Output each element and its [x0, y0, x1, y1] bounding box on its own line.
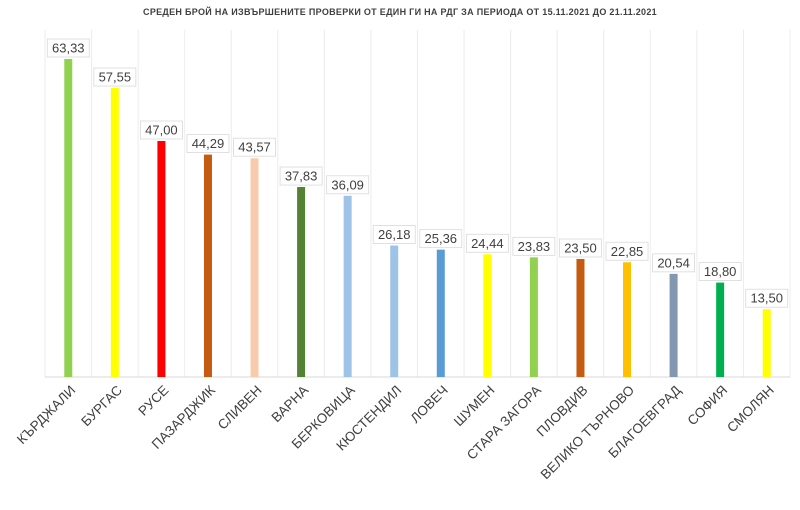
svg-text:23,83: 23,83 [518, 239, 551, 254]
bar [483, 254, 492, 377]
data-labels: 63,33 57,55 47,00 44,29 43,57 37,83 36,09 26,18… [46, 38, 789, 308]
svg-text:47,00: 47,00 [145, 122, 178, 137]
bar [529, 257, 538, 377]
bar [436, 249, 445, 377]
svg-text:20,54: 20,54 [657, 255, 690, 270]
data-label: 43,57 [233, 137, 276, 157]
bar [203, 154, 212, 377]
data-label: 36,09 [326, 175, 370, 195]
data-label: 47,00 [140, 120, 183, 140]
bar [762, 309, 771, 377]
svg-text:57,55: 57,55 [99, 70, 132, 85]
data-label: 26,18 [372, 225, 416, 244]
category-label: РУСЕ [135, 383, 171, 419]
svg-text:43,57: 43,57 [238, 140, 271, 155]
bar [250, 158, 259, 377]
data-label: 25,36 [419, 229, 463, 249]
bar [669, 273, 678, 377]
category-label: ШУМЕН [451, 383, 498, 430]
bar [623, 262, 632, 377]
bar [390, 245, 399, 377]
svg-text:37,83: 37,83 [285, 169, 318, 184]
data-label: 57,55 [93, 67, 137, 87]
svg-text:22,85: 22,85 [611, 244, 644, 259]
data-label: 13,50 [745, 288, 789, 308]
svg-text:25,36: 25,36 [425, 231, 458, 246]
svg-text:24,44: 24,44 [471, 236, 504, 251]
data-label: 24,44 [465, 233, 509, 253]
data-label: 22,85 [605, 241, 649, 261]
category-label: СОФИЯ [685, 383, 731, 429]
svg-text:23,50: 23,50 [564, 240, 597, 255]
svg-text:18,80: 18,80 [704, 264, 737, 279]
category-label: ВАРНА [269, 383, 312, 426]
data-label: 23,83 [512, 236, 556, 256]
category-label: КЪРДЖАЛИ [14, 383, 78, 447]
data-label: 63,33 [46, 38, 90, 58]
category-label: СМОЛЯН [724, 383, 777, 436]
bar [716, 282, 725, 377]
svg-text:13,50: 13,50 [750, 291, 783, 306]
bar [64, 59, 73, 377]
data-label: 23,50 [559, 238, 602, 258]
data-label: 37,83 [279, 166, 323, 186]
svg-text:26,18: 26,18 [378, 227, 411, 242]
svg-text:63,33: 63,33 [52, 41, 85, 56]
data-label: 44,29 [186, 134, 230, 154]
bar [576, 258, 585, 377]
data-label: 20,54 [652, 253, 695, 273]
category-label: СЛИВЕН [215, 383, 265, 433]
bar [343, 195, 352, 377]
bar [110, 88, 119, 378]
chart-title: СРЕДЕН БРОЙ НА ИЗВЪРШЕНИТЕ ПРОВЕРКИ ОТ Е… [143, 7, 657, 17]
svg-text:44,29: 44,29 [192, 136, 225, 151]
category-dividers [44, 30, 791, 378]
bars [64, 59, 771, 378]
category-label: БУРГАС [78, 382, 125, 429]
data-label: 18,80 [698, 262, 742, 281]
svg-text:36,09: 36,09 [331, 177, 364, 192]
category-label: ЛОВЕЧ [408, 383, 451, 426]
bar [157, 140, 166, 377]
bar [297, 187, 306, 377]
